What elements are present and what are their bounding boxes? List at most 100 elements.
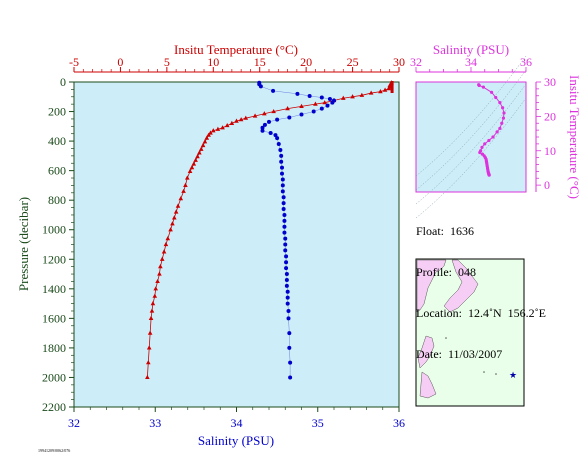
salinity-point: [279, 153, 284, 158]
temperature-point: [148, 315, 154, 320]
temperature-tick-label: 15: [254, 55, 266, 69]
profile-plot-area: [73, 81, 400, 408]
map-land-philippines: [417, 335, 435, 369]
salinity-point: [262, 122, 267, 127]
ts-points: [477, 83, 506, 177]
temperature-point: [149, 308, 155, 313]
salinity-point: [330, 100, 335, 105]
ts-temperature-tick-label: 30: [544, 75, 556, 89]
profile-chart: 0200400600800100012001400160018002000220…: [16, 42, 405, 448]
salinity-point: [280, 165, 284, 170]
pressure-tick-label: 200: [48, 105, 66, 119]
temperature-tick-label: -5: [69, 55, 79, 69]
ts-salinity-tick-label: 34: [465, 55, 477, 69]
temperature-point: [184, 175, 190, 180]
pressure-axis-title: Pressure (decibar): [16, 197, 31, 291]
salinity-point: [283, 242, 288, 247]
temperature-point: [252, 113, 258, 118]
temperature-point: [224, 122, 230, 128]
temperature-point: [150, 300, 156, 306]
temperature-tick-label: 10: [207, 55, 219, 69]
ts-temperature-tick-label: 0: [544, 178, 550, 192]
ts-point: [481, 85, 485, 89]
salinity-point: [288, 375, 293, 380]
ts-salinity-tick-label: 32: [410, 55, 422, 69]
salinity-point: [287, 115, 292, 120]
map-island-dot: [445, 337, 447, 339]
salinity-point: [284, 283, 289, 288]
temperature-point: [322, 100, 328, 105]
salinity-point: [284, 260, 289, 265]
salinity-point: [280, 171, 284, 176]
temperature-point: [168, 227, 173, 232]
pressure-tick-label: 1600: [42, 311, 66, 325]
temperature-point: [208, 130, 213, 135]
salinity-point: [280, 177, 285, 182]
salinity-axis-title: Salinity (PSU): [198, 433, 274, 448]
ts-point: [498, 126, 502, 131]
temperature-point: [189, 165, 195, 170]
pressure-tick-label: 400: [48, 134, 66, 148]
temperature-axis: -5 0 5 10 15 20 25 30: [69, 55, 405, 73]
temperature-point: [187, 168, 193, 173]
salinity-point: [268, 130, 273, 135]
temperature-line: [146, 82, 392, 378]
pressure-tick-label: 1000: [42, 223, 66, 237]
temperature-point: [175, 203, 181, 208]
map-island-dot: [495, 373, 497, 375]
temperature-point: [191, 161, 197, 166]
map-land-japan: [443, 259, 479, 313]
temperature-point: [238, 117, 244, 122]
salinity-point: [278, 147, 283, 152]
salinity-point: [273, 133, 278, 138]
salinity-point: [280, 183, 285, 188]
pressure-axis: 0 200 400 600 800 1000 1200 1400 1600 1800 2000 220…: [42, 75, 74, 414]
pressure-tick-label: 600: [48, 164, 66, 178]
salinity-point: [285, 295, 290, 300]
ts-density-contour: [415, 97, 527, 219]
salinity-tick-label: 34: [231, 416, 243, 430]
temperature-axis-title: Insitu Temperature (°C): [174, 42, 298, 57]
pressure-tick-label: 1800: [42, 341, 66, 355]
salinity-point: [284, 254, 289, 259]
temperature-point: [206, 132, 211, 137]
salinity-point: [282, 212, 287, 217]
temperature-point: [183, 182, 188, 188]
temperature-point: [220, 125, 225, 130]
ts-point: [491, 135, 495, 139]
temperature-point: [378, 89, 383, 94]
salinity-point: [281, 201, 286, 206]
temperature-point: [170, 221, 175, 226]
ts-point: [494, 95, 498, 100]
salinity-point: [327, 96, 332, 101]
temperature-point: [193, 157, 198, 162]
ts-density-contours: [415, 55, 527, 219]
temperature-point: [271, 108, 276, 114]
temperature-point: [229, 120, 235, 125]
temperature-point: [200, 142, 206, 148]
temperature-point: [158, 264, 163, 269]
temperature-point: [210, 128, 216, 133]
temperature-point: [243, 115, 249, 120]
pressure-tick-label: 2000: [42, 370, 66, 384]
temperature-point: [165, 235, 171, 241]
temperature-point: [145, 360, 151, 365]
map-island-dot: [469, 355, 471, 357]
profile-date: Date: 11/03/2007: [416, 347, 503, 361]
ts-salinity-tick-label: 36: [520, 55, 532, 69]
ts-point: [500, 121, 504, 125]
salinity-point: [281, 207, 286, 212]
temperature-point: [145, 374, 150, 380]
temperature-point: [262, 111, 267, 116]
salinity-point: [276, 142, 281, 147]
profile-series: [145, 80, 394, 380]
salinity-point: [267, 119, 271, 124]
profile-number: Profile: 048: [416, 265, 476, 279]
temperature-surface-mark: [390, 81, 394, 93]
temperature-point: [195, 154, 200, 159]
salinity-point: [283, 248, 288, 253]
temperature-point: [340, 95, 346, 100]
salinity-point: [280, 189, 285, 194]
salinity-point: [287, 331, 292, 336]
float-id: Float: 1636: [416, 224, 475, 238]
